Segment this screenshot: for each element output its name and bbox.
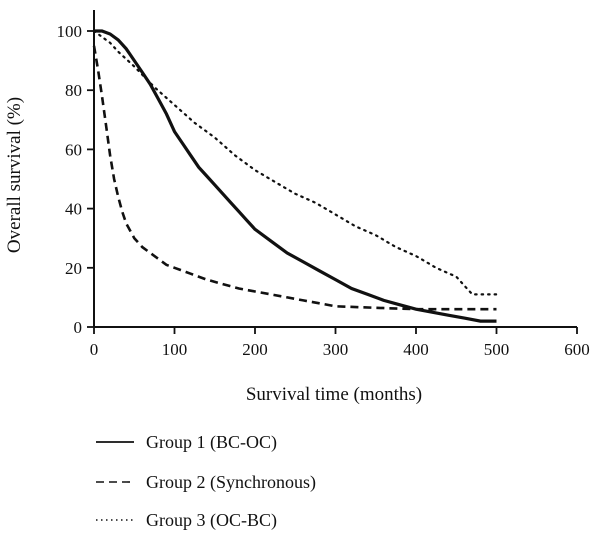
series-layer [92,29,498,323]
x-tick-label: 200 [242,340,268,359]
y-tick-label: 60 [65,140,82,159]
x-axis-ticks: 0 100 200 300 400 500 600 [90,327,590,359]
y-tick-label: 100 [57,22,83,41]
y-tick-label: 80 [65,81,82,100]
y-tick-label: 0 [74,318,83,337]
legend-label-2: Group 2 (Synchronous) [146,472,316,493]
x-tick-label: 400 [403,340,429,359]
x-tick-label: 600 [564,340,590,359]
legend: Group 1 (BC-OC) Group 2 (Synchronous) Grou… [96,432,316,531]
x-tick-label: 500 [484,340,510,359]
legend-label-3: Group 3 (OC-BC) [146,510,277,531]
x-tick-label: 300 [323,340,349,359]
y-tick-label: 20 [65,259,82,278]
y-tick-label: 40 [65,200,82,219]
x-tick-label: 0 [90,340,99,359]
y-axis-ticks: 0 20 40 60 80 100 [57,22,94,337]
x-axis-title: Survival time (months) [246,384,422,405]
legend-label-1: Group 1 (BC-OC) [146,432,277,453]
y-axis-title: Overall survival (%) [4,97,25,253]
series-line-2 [92,45,497,311]
x-tick-label: 100 [162,340,188,359]
series-line-1 [94,29,497,323]
series-line-3 [92,29,498,296]
